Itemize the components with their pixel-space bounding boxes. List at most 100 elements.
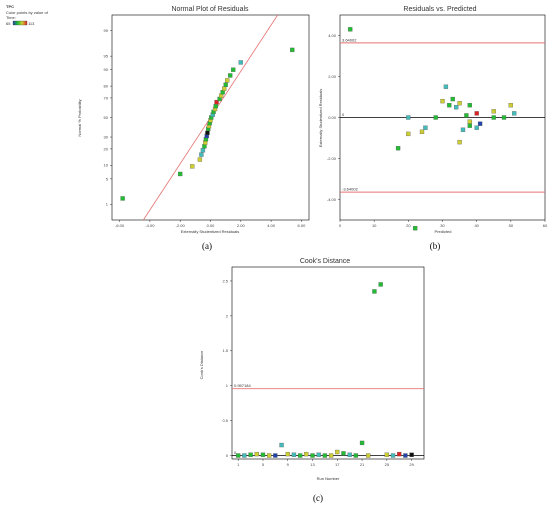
x-tick-label: 29 bbox=[409, 462, 414, 467]
y-tick-label: 99 bbox=[104, 28, 109, 33]
y-tick-label: 50 bbox=[104, 115, 109, 120]
data-point-23 bbox=[491, 109, 496, 114]
x-tick-label: 21 bbox=[360, 462, 365, 467]
data-point-18 bbox=[347, 452, 352, 457]
x-tick-label: 10 bbox=[372, 223, 377, 228]
data-point-27 bbox=[512, 111, 517, 116]
y-tick-label: 5 bbox=[106, 176, 109, 181]
x-tick-label: 25 bbox=[385, 462, 390, 467]
caption-c: (c) bbox=[313, 493, 323, 503]
zero-line-label: 0 bbox=[234, 450, 237, 455]
data-point-22 bbox=[372, 289, 377, 294]
data-point-3 bbox=[197, 157, 203, 162]
data-point-23 bbox=[378, 282, 383, 287]
data-point-14 bbox=[322, 453, 328, 458]
data-point-17 bbox=[467, 119, 472, 124]
data-point-13 bbox=[457, 101, 462, 106]
x-tick-label: 0 bbox=[339, 223, 342, 228]
legend-range-high: 113 bbox=[28, 21, 35, 26]
residuals-xlabel: Predicted bbox=[435, 229, 452, 234]
data-point-0 bbox=[348, 27, 353, 32]
zero-line-label: 0 bbox=[342, 112, 345, 117]
x-tick-label: 17 bbox=[335, 462, 340, 467]
data-point-1 bbox=[395, 146, 401, 151]
x-tick-label: -2.00 bbox=[176, 223, 186, 228]
residuals-title: Residuals vs. Predicted bbox=[403, 6, 476, 13]
data-point-19 bbox=[353, 453, 359, 458]
data-point-1 bbox=[178, 171, 183, 177]
data-point-28 bbox=[409, 452, 414, 457]
data-point-30 bbox=[290, 47, 295, 53]
y-tick-label: 80 bbox=[104, 84, 109, 89]
legend-range-low: 65 bbox=[6, 21, 11, 26]
residuals-points bbox=[348, 27, 517, 231]
y-tick-label: 2.00 bbox=[328, 74, 337, 79]
cooks-distance-panel: Cook's Distance 1 5 9 13 17 21 25 29 0 0.5 1 1.5 2 2.… bbox=[199, 258, 425, 503]
data-point-21 bbox=[474, 125, 479, 130]
data-point-25 bbox=[501, 115, 507, 120]
data-point-10 bbox=[447, 103, 452, 108]
data-point-26 bbox=[225, 78, 230, 83]
data-point-7 bbox=[279, 442, 284, 448]
data-point-9 bbox=[443, 84, 449, 89]
data-point-21 bbox=[366, 453, 371, 458]
data-point-9 bbox=[291, 452, 297, 457]
data-point-11 bbox=[450, 96, 455, 102]
x-tick-label: 50 bbox=[509, 223, 514, 228]
color-legend: TPC Color points by value of Time: 65 11… bbox=[6, 4, 49, 26]
data-point-26 bbox=[397, 451, 402, 457]
data-point-2 bbox=[190, 164, 195, 169]
data-point-18 bbox=[467, 103, 472, 108]
cooks-limit-lines: 0 0.957184 bbox=[232, 383, 424, 456]
normal-plot-ylabel: Normal % Probability bbox=[77, 99, 82, 136]
data-point-5 bbox=[267, 453, 272, 458]
data-point-3 bbox=[254, 451, 259, 457]
data-point-25 bbox=[223, 82, 228, 87]
data-point-27 bbox=[228, 73, 233, 78]
limit-line-label: -3.64002 bbox=[342, 187, 359, 192]
limit-line-label: 3.64002 bbox=[342, 37, 357, 42]
data-point-19 bbox=[467, 123, 472, 128]
data-point-22 bbox=[477, 121, 483, 126]
caption-a: (a) bbox=[202, 241, 212, 251]
x-tick-label: 5 bbox=[262, 462, 265, 467]
y-tick-label: -4.00 bbox=[327, 197, 337, 202]
y-tick-label: 10 bbox=[104, 163, 109, 168]
x-tick-label: 1 bbox=[237, 462, 240, 467]
data-point-29 bbox=[238, 60, 243, 65]
data-point-6 bbox=[423, 125, 428, 130]
data-point-24 bbox=[221, 86, 227, 91]
data-point-6 bbox=[202, 144, 207, 149]
data-point-19 bbox=[213, 103, 218, 109]
legend-subtitle-1: Color points by value of bbox=[6, 10, 49, 15]
x-tick-label: 30 bbox=[440, 223, 445, 228]
data-point-2 bbox=[406, 115, 411, 120]
cooks-ticks: 1 5 9 13 17 21 25 29 0 0.5 1 1.5 2 2.5 bbox=[222, 278, 414, 467]
data-point-5 bbox=[419, 129, 425, 135]
data-point-6 bbox=[273, 453, 278, 458]
data-point-2 bbox=[248, 452, 253, 457]
data-point-4 bbox=[199, 152, 204, 157]
y-tick-label: 4.00 bbox=[328, 33, 337, 38]
x-tick-label: -6.00 bbox=[115, 223, 125, 228]
y-tick-label: 70 bbox=[104, 95, 109, 100]
data-point-1 bbox=[242, 453, 247, 458]
x-tick-label: 9 bbox=[287, 462, 290, 467]
normal-plot-xlabel: Externally Studentized Residuals bbox=[181, 229, 239, 234]
data-point-12 bbox=[454, 105, 459, 110]
cooks-title: Cook's Distance bbox=[300, 258, 350, 265]
cooks-xlabel: Run Number bbox=[317, 476, 340, 481]
data-point-3 bbox=[406, 131, 411, 137]
cooks-points bbox=[236, 282, 414, 458]
data-point-24 bbox=[491, 115, 496, 120]
y-tick-label: 90 bbox=[104, 67, 109, 72]
normal-plot-ticks: -6.00 -4.00 -2.00 0.00 2.00 4.00 6.00 1 5 10 20 30 5… bbox=[104, 28, 307, 228]
y-tick-label: 30 bbox=[104, 134, 109, 139]
data-point-20 bbox=[214, 99, 219, 105]
data-point-14 bbox=[457, 139, 462, 145]
cooks-ylabel: Cook's Distance bbox=[199, 350, 204, 380]
y-tick-label: -2.00 bbox=[327, 156, 337, 161]
y-tick-label: 2.5 bbox=[222, 278, 228, 283]
data-point-8 bbox=[440, 98, 445, 104]
